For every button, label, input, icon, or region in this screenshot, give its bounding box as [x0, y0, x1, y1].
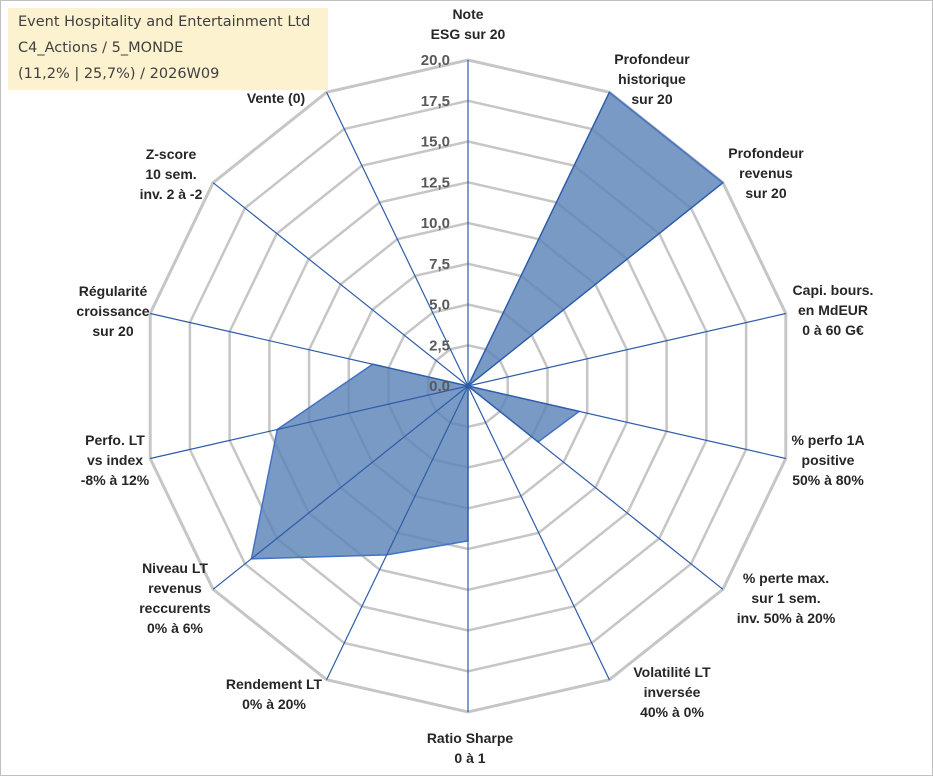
tick-label: 12,5: [421, 174, 450, 191]
axis-spoke: [326, 385, 469, 680]
axis-label: Capi. bours. en MdEUR 0 à 60 G€: [793, 282, 874, 338]
axis-spoke: [467, 312, 786, 387]
portfolio-name: C4_Actions / 5_MONDE: [18, 40, 184, 56]
axis-spoke: [467, 92, 610, 387]
axis-spoke: [212, 385, 469, 590]
axis-label: Profondeur revenus sur 20: [728, 145, 804, 201]
tick-layer: 0,0 2,5 5,0 7,5 10,0 12,5 15,0 17,5 20,0: [421, 52, 450, 395]
tick-label: 10,0: [421, 215, 450, 232]
axis-spoke: [467, 385, 786, 460]
tick-label: 17,5: [421, 93, 450, 110]
axis-label: Profondeur historique sur 20: [614, 51, 690, 107]
axis-spoke: [150, 312, 469, 387]
axis-label: % perte max. sur 1 sem. inv. 50% à 20%: [737, 570, 836, 626]
axis-label: Niveau LT revenus reccurents 0% à 6%: [139, 560, 211, 636]
label-layer: Note ESG sur 20 Profondeur historique sur 20…: [76, 6, 873, 766]
company-name: Event Hospitality and Entertainment Ltd: [18, 14, 311, 30]
tick-label: 7,5: [429, 256, 450, 273]
axis-spoke: [467, 385, 724, 590]
tick-label: 15,0: [421, 134, 450, 151]
axis-label: Rendement LT 0% à 20%: [226, 676, 323, 712]
tick-label: 2,5: [429, 337, 450, 354]
axis-label: Note ESG sur 20: [431, 6, 506, 42]
tick-label: 0,0: [429, 378, 450, 395]
axis-spoke: [467, 385, 610, 680]
axis-label: Volatilité LT inversée 40% à 0%: [633, 664, 711, 720]
axis-label: Z-score 10 sem. inv. 2 à -2: [140, 146, 203, 202]
tick-label: 5,0: [429, 297, 450, 314]
axis-spoke: [150, 385, 469, 460]
axis-spoke: [467, 182, 724, 387]
axis-spoke: [326, 92, 469, 387]
tick-label: 20,0: [421, 52, 450, 69]
axis-label: % perfo 1A positive 50% à 80%: [791, 432, 864, 488]
chart-title-box: Event Hospitality and Entertainment Ltd …: [8, 8, 328, 90]
axis-label: Ratio Sharpe 0 à 1: [427, 730, 514, 766]
axis-label: Régularité croissance sur 20: [76, 283, 149, 339]
spoke-layer: [150, 60, 786, 712]
axis-spoke: [212, 182, 469, 387]
axis-label: Perfo. LT vs index -8% à 12%: [81, 432, 150, 488]
performance-stats: (11,2% | 25,7%) / 2026W09: [18, 66, 220, 82]
